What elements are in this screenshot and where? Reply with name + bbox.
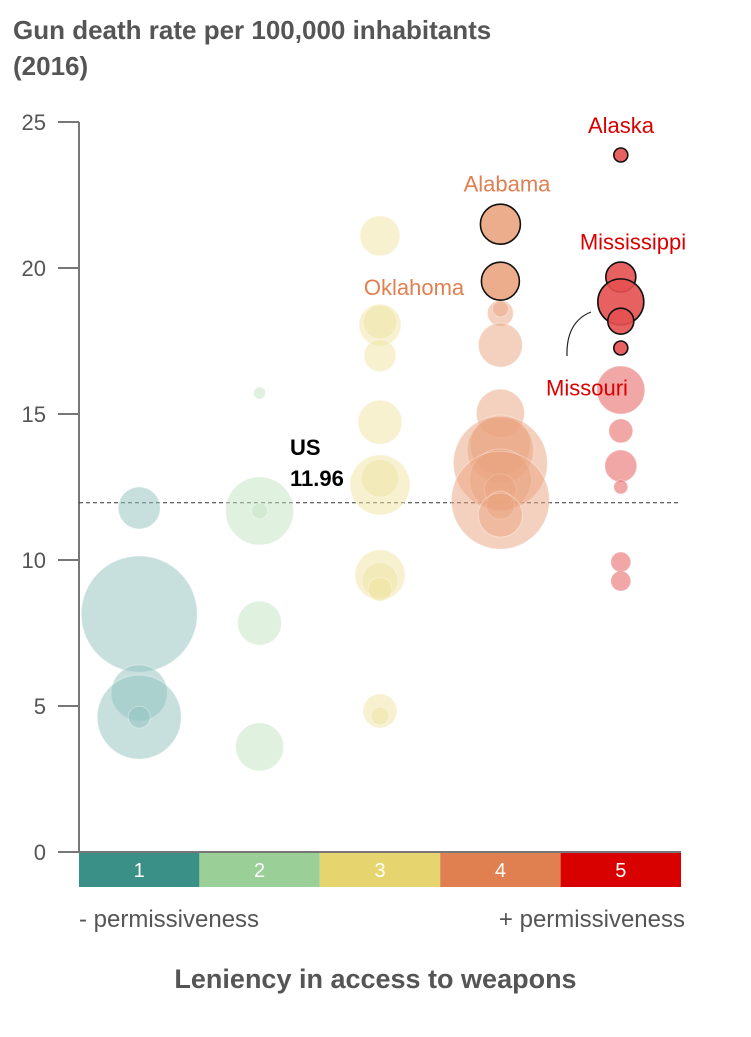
bubble [127, 705, 151, 729]
bubble [604, 449, 638, 483]
annotation-missouri: Missouri [546, 376, 628, 401]
category-label: 3 [374, 860, 385, 882]
missouri-leader-line [566, 311, 592, 357]
category-label: 1 [134, 860, 145, 882]
bubble [608, 418, 634, 444]
bubble-oklahoma [480, 261, 521, 301]
bubble [367, 576, 393, 602]
bubble-alabama [479, 203, 522, 245]
y-axis: 0 5 10 15 20 25 [22, 110, 681, 865]
y-tick-label: 5 [34, 694, 46, 719]
us-label: US [290, 435, 321, 460]
category-label: 2 [254, 860, 265, 882]
us-value-label: 11.96 [290, 466, 344, 491]
y-tick-label: 25 [22, 110, 46, 135]
bubble [117, 486, 161, 530]
x-right-note: + permissiveness [498, 906, 685, 933]
bubble [491, 300, 509, 318]
bubble [606, 307, 635, 335]
annotations: Alaska Alabama Mississippi Oklahoma Missouri [364, 113, 686, 401]
y-tick-label: 0 [34, 840, 46, 865]
chart-title: Gun death rate per 100,000 inhabitants (… [13, 15, 492, 81]
bubble [613, 479, 629, 495]
y-tick-label: 20 [22, 256, 46, 281]
bubble [80, 555, 198, 673]
bubble [359, 215, 401, 257]
category-label: 4 [495, 860, 506, 882]
bubble [610, 551, 632, 573]
bubble [235, 722, 285, 772]
category-segment-5 [560, 853, 681, 887]
bubble [363, 339, 397, 373]
y-tick-label: 10 [22, 548, 46, 573]
annotation-mississippi: Mississippi [580, 230, 686, 255]
bubble [237, 600, 283, 646]
category-segment-1 [79, 853, 200, 887]
annotation-oklahoma: Oklahoma [364, 275, 465, 300]
bubble [612, 340, 629, 356]
bubble [362, 304, 398, 340]
y-tick-label: 15 [22, 402, 46, 427]
bubble [251, 502, 269, 520]
bubble [360, 458, 400, 498]
x-left-note: - permissiveness [79, 906, 260, 933]
x-axis-label: Leniency in access to weapons [174, 964, 577, 994]
bubble [357, 399, 403, 445]
category-label: 5 [615, 860, 626, 882]
bubble [253, 386, 267, 400]
bubble [477, 492, 523, 538]
bubble [596, 365, 646, 415]
bubble [610, 570, 632, 592]
category-segment-3 [319, 853, 441, 887]
bubble [370, 706, 390, 726]
category-bar: 1 2 3 4 5 [79, 853, 681, 887]
category-segment-4 [440, 853, 561, 887]
annotation-alabama: Alabama [464, 171, 552, 196]
bubble [477, 322, 523, 368]
category-segment-2 [199, 853, 320, 887]
bubbles [80, 147, 646, 772]
annotation-alaska: Alaska [588, 113, 655, 138]
bubble-alaska [612, 147, 629, 163]
